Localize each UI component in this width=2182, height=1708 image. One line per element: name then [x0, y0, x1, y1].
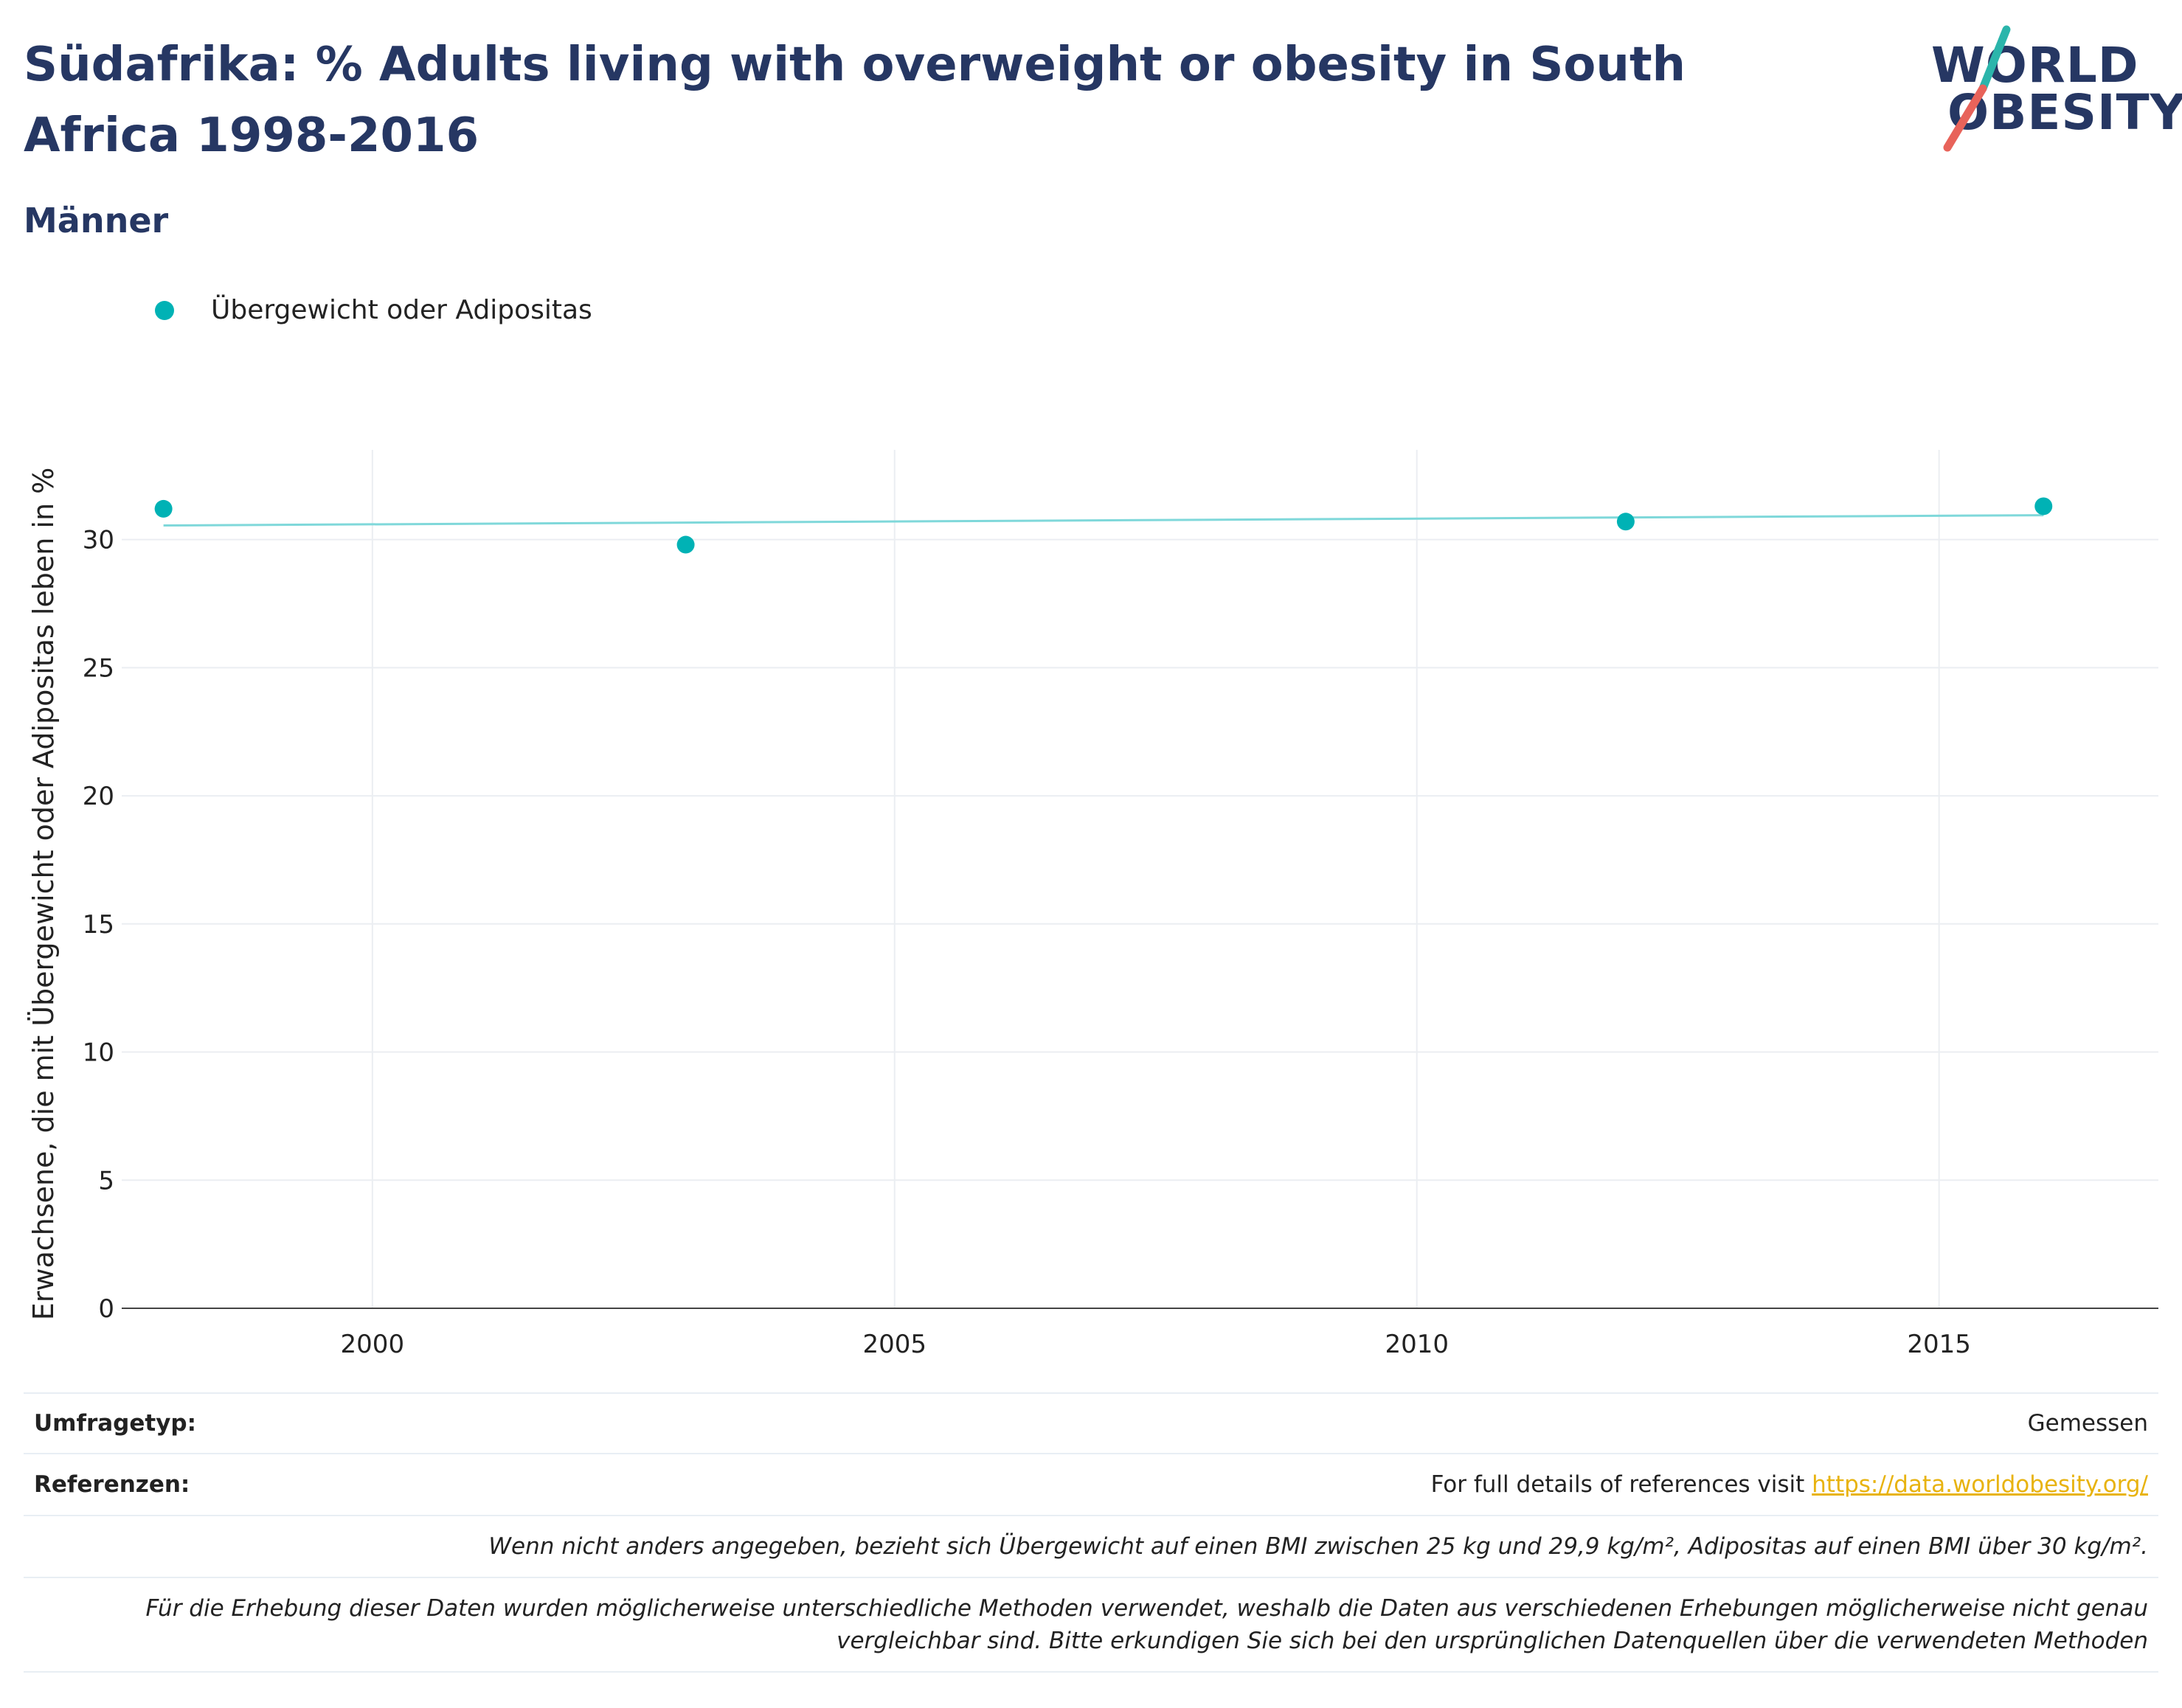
x-tick-label: 2010 — [1385, 1330, 1449, 1359]
survey-type-value: Gemessen — [2027, 1410, 2148, 1437]
chart-subtitle: Männer — [24, 201, 169, 240]
methods-note: Für die Erhebung dieser Daten wurden mög… — [145, 1592, 2158, 1657]
x-tick-label: 2000 — [341, 1330, 405, 1359]
logo-word-obesity: OBESITY — [1947, 84, 2182, 141]
footer-row-references: Referenzen: For full details of referenc… — [24, 1453, 2158, 1515]
references-value: For full details of references visit htt… — [1431, 1471, 2158, 1498]
legend-label: Übergewicht oder Adipositas — [211, 295, 592, 325]
y-tick-label: 15 — [83, 910, 114, 940]
y-tick-label: 20 — [83, 782, 114, 811]
y-tick-label: 10 — [83, 1038, 114, 1068]
y-tick-label: 30 — [83, 526, 114, 555]
footer-table: Umfragetyp: Gemessen Referenzen: For ful… — [24, 1392, 2158, 1673]
scatter-chart: 0 5 10 15 20 25 30 2000 2005 2010 2015 Erwachsene, … — [27, 450, 2158, 1359]
data-point — [2034, 497, 2053, 515]
footer-row-survey: Umfragetyp: Gemessen — [24, 1392, 2158, 1453]
methods-note-line2: vergleichbar sind. Bitte erkundigen Sie … — [837, 1628, 2148, 1654]
logo-word-world: WORLD — [1931, 37, 2139, 94]
y-tick-label: 0 — [98, 1294, 114, 1324]
chart-title: Südafrika: % Adults living with overweig… — [24, 38, 1686, 163]
legend: Übergewicht oder Adipositas — [155, 295, 592, 325]
footer-row-bmi-note: Wenn nicht anders angegeben, bezieht sic… — [24, 1515, 2158, 1577]
footer-row-methods-note: Für die Erhebung dieser Daten wurden mög… — [24, 1577, 2158, 1673]
references-text: For full details of references visit — [1430, 1471, 1805, 1498]
references-link[interactable]: https://data.worldobesity.org/ — [1812, 1471, 2148, 1498]
bmi-note: Wenn nicht anders angegeben, bezieht sic… — [488, 1533, 2148, 1560]
x-tick-label: 2015 — [1907, 1330, 1971, 1359]
references-label: Referenzen: — [34, 1471, 190, 1498]
data-point — [154, 499, 173, 518]
y-tick-label: 25 — [83, 653, 114, 683]
trend-line — [163, 514, 2044, 527]
x-tick-label: 2005 — [862, 1330, 927, 1359]
data-point — [1616, 513, 1635, 531]
world-obesity-logo: WORLD OBESITY — [1918, 15, 2182, 162]
y-tick-label: 5 — [98, 1166, 114, 1195]
methods-note-line1: Für die Erhebung dieser Daten wurden mög… — [145, 1595, 2148, 1622]
y-axis-title: Erwachsene, die mit Übergewicht oder Adi… — [27, 468, 60, 1321]
survey-type-label: Umfragetyp: — [34, 1410, 196, 1437]
logo-slash-icon — [1943, 25, 2011, 152]
legend-marker — [155, 300, 174, 320]
data-point — [676, 535, 695, 554]
